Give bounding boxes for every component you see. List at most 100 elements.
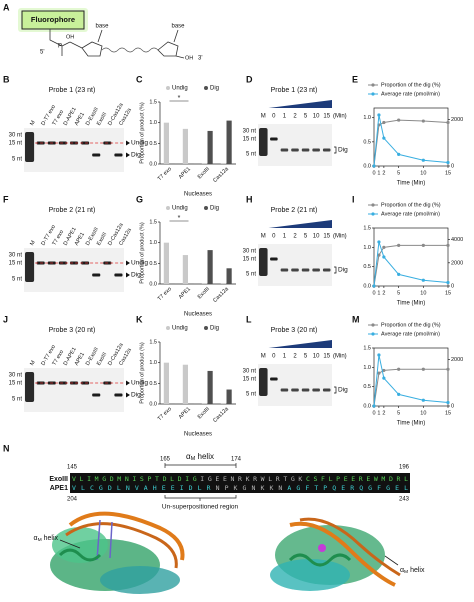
panel-label: B [3, 74, 10, 84]
x-axis-label: Nucleases [184, 192, 212, 198]
y-tick-label: 1.0 [149, 360, 157, 366]
bar [227, 268, 232, 284]
bar [164, 363, 169, 404]
gel-band [92, 274, 100, 277]
position-label: 145 [67, 465, 78, 471]
legend-label: Proportion of the dig (%) [381, 82, 441, 88]
gel-band [302, 149, 310, 152]
y-tick-label: 1.5 [149, 339, 157, 345]
x-tick-label: 0 [372, 410, 375, 416]
gel-band [281, 269, 289, 272]
legend-marker [371, 203, 374, 206]
size-marker: 5 nt [246, 272, 256, 278]
helix-word: helix [408, 567, 425, 574]
y2-tick-label: 0 [451, 163, 454, 169]
gel-band [92, 394, 100, 397]
y-tick-label: 1.5 [149, 219, 157, 225]
x-tick-label: 5 [397, 410, 400, 416]
panel-label: A [3, 2, 10, 12]
size-marker: 15 nt [9, 261, 23, 267]
size-marker: 30 nt [9, 253, 23, 259]
marker-lane [25, 252, 34, 282]
panel-label: I [352, 194, 355, 204]
x-tick-label: 5 [397, 170, 400, 176]
point [372, 284, 375, 287]
position-label: 196 [399, 465, 410, 471]
significance: * [178, 95, 181, 102]
bar [183, 255, 188, 284]
gel-band [291, 149, 299, 152]
region-label: Un-superpositioned region [162, 504, 239, 511]
legend-marker [204, 206, 208, 210]
legend-marker [204, 86, 208, 90]
size-marker: 5 nt [12, 277, 22, 283]
panel-label: H [246, 194, 253, 204]
bar [221, 283, 226, 284]
size-marker: 5 nt [246, 152, 256, 158]
gel-band [302, 389, 310, 392]
point [422, 244, 425, 247]
y-tick-label: 1.0 [363, 365, 371, 371]
panel-label: G [136, 194, 143, 204]
gel [24, 248, 124, 292]
point [377, 113, 380, 116]
y-tick-label: 0.5 [363, 384, 371, 390]
x-tick-label: 10 [420, 410, 426, 416]
gel-band [270, 258, 278, 261]
x-tick-label: 0 [372, 170, 375, 176]
metal-ion [318, 544, 326, 552]
point [422, 119, 425, 122]
bar [208, 131, 213, 164]
y-tick-label: 1.0 [363, 245, 371, 251]
legend-marker [371, 92, 374, 95]
end-label: 3' [198, 56, 202, 62]
marker-lane [25, 372, 34, 402]
gel-band [92, 154, 100, 157]
y-tick-label: 0.0 [363, 403, 371, 409]
legend-label: Proportion of the dig (%) [381, 202, 441, 208]
atom-label: P [58, 44, 62, 50]
gel-title: Probe 2 (21 nt) [271, 207, 318, 214]
lane-label: 15 [323, 234, 330, 240]
legend-label: Average rate (pmol/min) [381, 211, 440, 217]
x-tick-label: 10 [420, 290, 426, 296]
gel [258, 364, 332, 406]
legend-label: Undig [172, 326, 188, 332]
point [422, 368, 425, 371]
band-label: Dig [338, 267, 348, 274]
point [382, 137, 385, 140]
x-axis-label: Nucleases [184, 432, 212, 438]
y-tick-label: 0.5 [149, 261, 157, 267]
gel-band [281, 389, 289, 392]
gel-band [291, 389, 299, 392]
gel-band [312, 149, 320, 152]
legend-label: Average rate (pmol/min) [381, 91, 440, 97]
legend-marker [371, 323, 374, 326]
y-tick-label: 1.5 [149, 99, 157, 105]
y-tick-label: 0.0 [363, 283, 371, 289]
bar [202, 283, 207, 284]
size-marker: 5 nt [246, 392, 256, 398]
x-tick-label: 2 [382, 290, 385, 296]
point [377, 372, 380, 375]
bar [221, 163, 226, 164]
point [397, 244, 400, 247]
gel-band [312, 389, 320, 392]
legend-marker [204, 326, 208, 330]
lane-label: 15 [323, 354, 330, 360]
x-tick-label: 2 [382, 170, 385, 176]
gel-title: Probe 3 (20 nt) [49, 327, 96, 334]
panel-label: F [3, 194, 9, 204]
y-tick-label: 1.0 [149, 240, 157, 246]
y2-tick-label: 0 [451, 283, 454, 289]
protein-body [270, 559, 350, 591]
legend-marker [166, 86, 170, 90]
panel-label: K [136, 314, 143, 324]
point [446, 121, 449, 124]
size-marker: 30 nt [243, 129, 257, 135]
x-tick-label: 15 [445, 290, 451, 296]
lane-label: 15 [323, 114, 330, 120]
position-label: 243 [399, 497, 410, 503]
bar [164, 243, 169, 284]
x-axis-label: Time (Min) [397, 181, 425, 187]
